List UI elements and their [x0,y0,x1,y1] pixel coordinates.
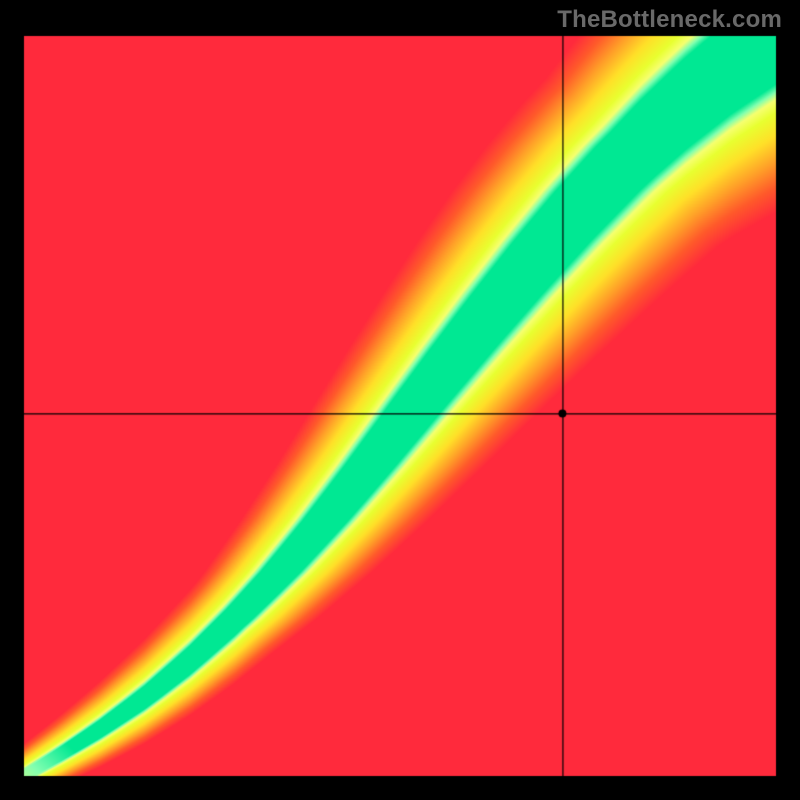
watermark-text: TheBottleneck.com [557,6,782,34]
bottleneck-heatmap [0,0,800,800]
